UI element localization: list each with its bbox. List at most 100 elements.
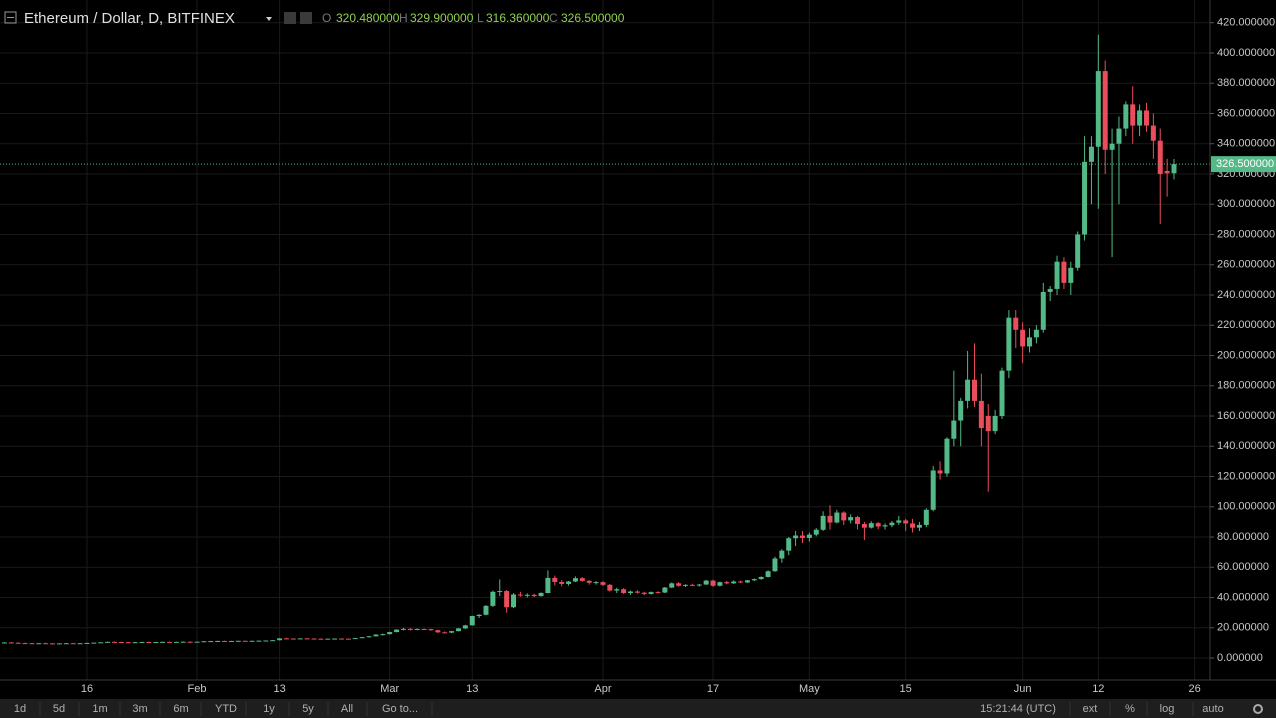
candle-body	[455, 628, 461, 632]
candle-body	[806, 534, 812, 538]
candle-body	[394, 629, 400, 633]
candle-body	[173, 641, 179, 643]
y-tick-label: 200.000000	[1217, 349, 1275, 361]
candle-body	[896, 520, 902, 523]
candle-body	[1150, 125, 1156, 141]
symbol-title[interactable]: Ethereum / Dollar, D, BITFINEX	[24, 10, 235, 27]
toolbar-option[interactable]: %	[1125, 703, 1135, 715]
candle-body	[1171, 164, 1177, 174]
toolbar-option[interactable]: ext	[1083, 703, 1098, 715]
candle-body	[511, 594, 517, 608]
y-tick-label: 140.000000	[1217, 440, 1275, 452]
candle-body	[958, 400, 964, 421]
legend-key: L	[477, 11, 484, 25]
candle-body	[215, 640, 221, 642]
candle-body	[937, 470, 943, 474]
candle-body	[834, 512, 840, 523]
candle-body	[930, 470, 936, 510]
candle-body	[56, 643, 62, 645]
x-tick-label: Apr	[594, 683, 611, 695]
candle-body	[1013, 317, 1019, 330]
last-price-box	[1211, 156, 1276, 173]
candle-body	[731, 581, 737, 584]
candle-body	[861, 524, 867, 528]
range-button[interactable]: Go to...	[382, 703, 418, 715]
candle-body	[325, 638, 331, 640]
candle-body	[786, 538, 792, 551]
clock: 15:21:44 (UTC)	[980, 703, 1056, 715]
candle-body	[15, 642, 21, 644]
candle-body	[710, 580, 716, 586]
candle-body	[965, 379, 971, 401]
range-button[interactable]: 1y	[263, 703, 275, 715]
candle-body	[971, 379, 977, 401]
candle-body	[793, 535, 799, 539]
candle-body	[91, 642, 97, 644]
range-button[interactable]: 3m	[132, 703, 147, 715]
candle-body	[648, 592, 654, 594]
candle-body	[875, 523, 881, 527]
candle-body	[277, 638, 283, 641]
candle-body	[717, 582, 723, 586]
candle-body	[304, 638, 310, 640]
candle-body	[566, 581, 572, 584]
candle-body	[696, 584, 702, 586]
candle-body	[1027, 337, 1033, 347]
collapse-icon[interactable]	[4, 11, 17, 24]
eye-icon[interactable]	[284, 12, 296, 24]
candle-body	[339, 638, 345, 640]
toolbar-option[interactable]: log	[1160, 703, 1175, 715]
x-tick-label: 15	[900, 683, 912, 695]
range-button[interactable]: 6m	[173, 703, 188, 715]
candle-body	[180, 641, 186, 643]
candle-body	[201, 641, 207, 643]
candle-body	[1061, 261, 1067, 283]
candle-body	[1130, 104, 1136, 126]
candle-body	[703, 580, 709, 585]
range-button[interactable]: 1m	[92, 703, 107, 715]
candle-body	[332, 638, 338, 640]
dropdown-caret[interactable]	[266, 17, 272, 21]
candle-body	[916, 524, 922, 528]
candle-body	[1137, 110, 1143, 126]
candle-body	[153, 642, 159, 644]
candle-body	[1088, 146, 1094, 162]
candle-body	[428, 629, 434, 631]
x-tick-label: Jun	[1014, 683, 1032, 695]
candle-body	[98, 642, 104, 644]
candle-body	[497, 591, 503, 593]
candle-body	[999, 370, 1005, 417]
candle-body	[132, 642, 138, 644]
candle-body	[1095, 71, 1101, 147]
candle-body	[641, 592, 647, 594]
candle-body	[1164, 170, 1170, 174]
candle-body	[1123, 104, 1129, 129]
candle-body	[724, 582, 730, 584]
candle-body	[228, 640, 234, 642]
candle-body	[978, 400, 984, 429]
range-button[interactable]: 1d	[14, 703, 26, 715]
range-button[interactable]: YTD	[215, 703, 237, 715]
candle-body	[655, 592, 661, 594]
candle-body	[290, 638, 296, 640]
candle-body	[1116, 128, 1122, 144]
candle-body	[841, 512, 847, 521]
candle-body	[139, 642, 145, 644]
y-tick-label: 60.000000	[1217, 561, 1269, 573]
settings-icon[interactable]	[300, 12, 312, 24]
candle-body	[779, 550, 785, 559]
candle-body	[1, 642, 7, 644]
toolbar-option[interactable]: auto	[1202, 703, 1223, 715]
candle-body	[517, 594, 523, 596]
candle-body	[118, 642, 124, 644]
candle-body	[593, 582, 599, 584]
x-tick-label: 13	[273, 683, 285, 695]
settings-gear[interactable]	[1253, 704, 1263, 714]
candle-body	[146, 642, 152, 644]
range-button[interactable]: 5y	[302, 703, 314, 715]
candle-body	[187, 641, 193, 643]
candle-body	[63, 643, 69, 645]
range-button[interactable]: 5d	[53, 703, 65, 715]
range-button[interactable]: All	[341, 703, 353, 715]
candle-body	[105, 641, 111, 643]
